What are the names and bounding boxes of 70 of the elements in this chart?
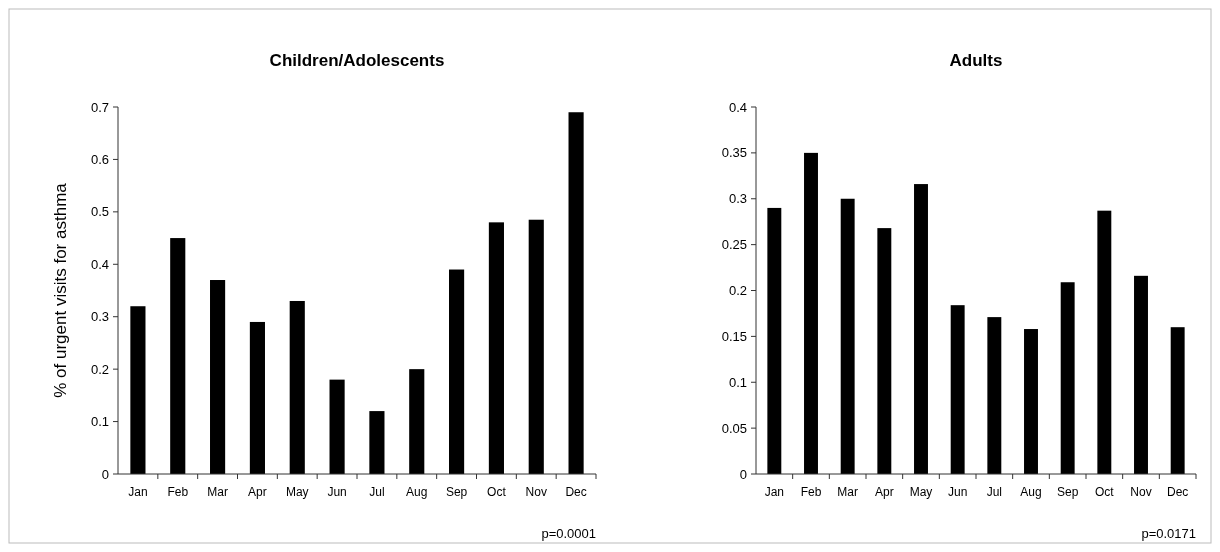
- y-tick-label: 0.3: [90, 309, 109, 325]
- x-tick-label: Nov: [525, 485, 547, 499]
- bar: [1097, 210, 1112, 474]
- bar: [767, 207, 782, 474]
- x-tick-label: Oct: [487, 485, 507, 499]
- bar: [804, 152, 818, 474]
- x-tick-label: Jul: [986, 485, 1003, 499]
- x-tick-label: Nov: [1130, 485, 1152, 499]
- bar: [488, 222, 504, 474]
- x-tick-label: Jul: [369, 485, 385, 499]
- y-tick-label: 0.5: [90, 204, 109, 220]
- bar: [528, 219, 544, 474]
- y-tick-label: 0.25: [721, 237, 747, 253]
- bar: [449, 269, 465, 474]
- bar: [1134, 275, 1148, 474]
- x-tick-label: Sep: [1056, 485, 1079, 499]
- bar: [210, 280, 226, 474]
- x-tick-label: Jun: [327, 485, 347, 499]
- x-tick-label: Dec: [565, 485, 587, 499]
- bar: [1060, 282, 1075, 474]
- bar: [568, 112, 584, 474]
- x-tick-label: Mar: [837, 485, 858, 499]
- y-tick-label: 0.2: [728, 283, 747, 299]
- y-tick-label: 0: [739, 466, 747, 482]
- y-tick-label: 0.4: [90, 256, 109, 272]
- x-tick-label: Jan: [764, 485, 785, 499]
- bar: [914, 184, 928, 474]
- y-tick-label: 0.35: [721, 145, 747, 161]
- bar: [130, 306, 146, 474]
- x-tick-label: Feb: [800, 485, 822, 499]
- x-tick-label: Aug: [1020, 485, 1042, 499]
- x-tick-label: Apr: [248, 485, 267, 499]
- text: p=0.0001: [541, 526, 596, 541]
- y-tick-label: 0.3: [728, 191, 747, 207]
- x-tick-label: May: [909, 485, 933, 499]
- y-axis-title: % of urgent visits for asthma: [51, 182, 70, 398]
- x-tick-label: Mar: [207, 485, 228, 499]
- bar: [840, 198, 855, 474]
- x-tick-label: May: [285, 485, 309, 499]
- bar: [950, 305, 965, 474]
- bar: [329, 379, 345, 474]
- x-tick-label: Apr: [874, 485, 894, 499]
- text: p=0.0171: [1141, 526, 1196, 541]
- x-tick-label: Sep: [445, 485, 468, 499]
- x-tick-label: Aug: [406, 485, 428, 499]
- y-tick-label: 0.05: [721, 420, 747, 436]
- x-tick-label: Oct: [1095, 485, 1115, 499]
- bar: [249, 321, 265, 474]
- chart-title: Adults: [949, 51, 1003, 70]
- y-tick-label: 0.1: [728, 374, 747, 390]
- bar: [170, 238, 186, 474]
- bar: [289, 300, 305, 474]
- x-tick-label: Dec: [1166, 485, 1189, 499]
- bar: [987, 317, 1002, 474]
- y-tick-label: 0.7: [90, 99, 109, 115]
- bar: [877, 228, 892, 474]
- x-tick-label: Jun: [947, 485, 968, 499]
- y-tick-label: 0: [101, 466, 109, 482]
- y-tick-label: 0.1: [90, 414, 109, 430]
- x-tick-label: Feb: [167, 485, 189, 499]
- x-tick-label: Jan: [128, 485, 148, 499]
- bar: [409, 369, 425, 474]
- bar: [1024, 329, 1038, 474]
- bar: [369, 411, 385, 474]
- y-tick-label: 0.2: [90, 361, 109, 377]
- chart-title: Children/Adolescents: [269, 51, 445, 70]
- bar: [1170, 327, 1185, 474]
- y-tick-label: 0.4: [728, 99, 747, 115]
- y-tick-label: 0.15: [721, 328, 747, 344]
- y-tick-label: 0.6: [90, 151, 109, 167]
